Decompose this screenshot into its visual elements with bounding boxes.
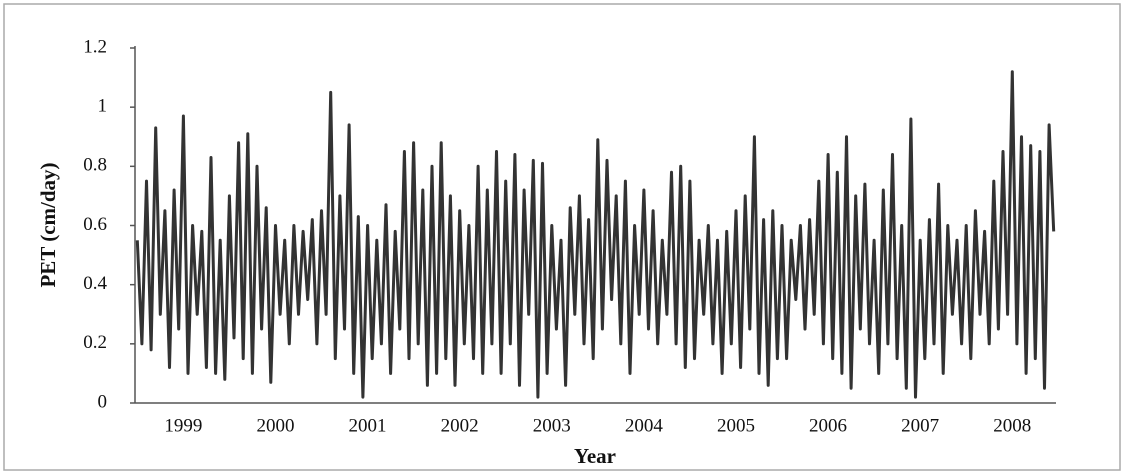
x-tick-label: 2007	[901, 415, 939, 436]
y-tick-label: 1.2	[83, 36, 107, 57]
x-tick-label: 2008	[993, 415, 1031, 436]
x-tick-label: 2000	[256, 415, 294, 436]
y-tick-label: 0.8	[83, 155, 107, 176]
x-axis-label: Year	[574, 444, 616, 468]
y-axis-label: PET (cm/day)	[36, 162, 60, 287]
y-tick-label: 1	[98, 96, 108, 117]
x-tick-label: 2002	[441, 415, 479, 436]
x-tick-label: 2003	[533, 415, 571, 436]
chart: Year PET (cm/day) 0 0.2 0.4 0.6 0.8 1 1.2 1999 2…	[0, 0, 1125, 472]
y-tick-label: 0.4	[83, 273, 107, 294]
x-tick-label: 1999	[164, 415, 202, 436]
y-tick-label: 0.2	[83, 332, 107, 353]
x-tick-label: 2001	[349, 415, 387, 436]
x-tick-label: 2006	[809, 415, 847, 436]
y-tick-label: 0	[98, 391, 108, 412]
y-tick-label: 0.6	[83, 214, 107, 235]
x-tick-label: 2004	[625, 415, 664, 436]
x-tick-label: 2005	[717, 415, 755, 436]
